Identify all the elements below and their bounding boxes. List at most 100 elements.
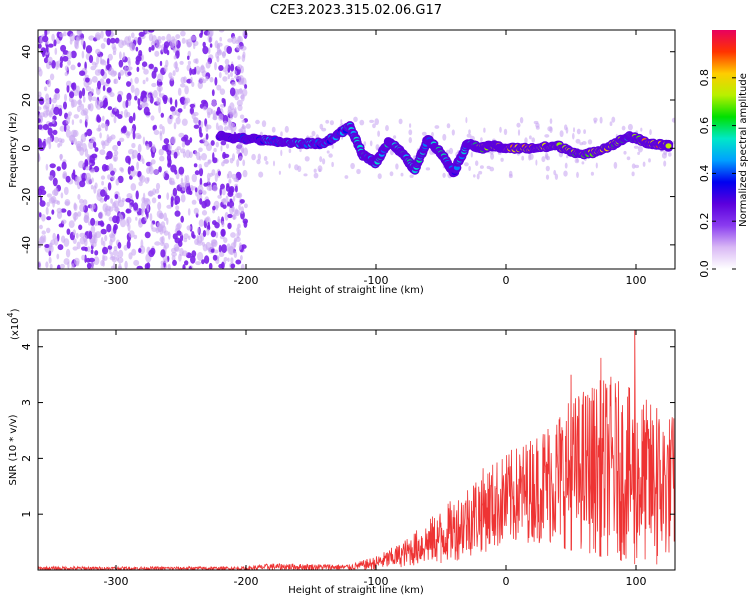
noise-speckle (113, 150, 119, 156)
noise-speckle (106, 78, 111, 84)
noise-speckle (201, 79, 207, 84)
noise-speckle (611, 116, 616, 123)
noise-speckle (99, 197, 105, 203)
noise-speckle (169, 76, 175, 81)
noise-speckle (236, 99, 243, 107)
noise-speckle (668, 152, 672, 157)
noise-speckle (194, 66, 197, 75)
noise-speckle (117, 257, 124, 264)
noise-speckle (140, 239, 144, 249)
noise-speckle (579, 142, 584, 146)
noise-speckle (265, 160, 269, 165)
noise-speckle (524, 137, 528, 144)
noise-speckle (155, 182, 161, 190)
noise-speckle (99, 220, 104, 226)
noise-speckle (126, 240, 131, 249)
noise-speckle (114, 193, 119, 200)
colorbar: 0.0 0.2 0.4 0.6 0.8 Normalized spectral ampl… (698, 30, 749, 278)
noise-speckle (528, 153, 532, 161)
noise-speckle (118, 249, 124, 258)
noise-speckle (572, 132, 575, 140)
x-tick-label: -300 (104, 274, 129, 287)
noise-speckle (59, 263, 65, 269)
noise-speckle (137, 143, 142, 153)
noise-speckle (90, 249, 94, 255)
noise-speckle (175, 205, 180, 211)
noise-speckle (64, 65, 69, 72)
noise-speckle (190, 106, 194, 115)
y-tick-label: -20 (20, 188, 33, 206)
noise-speckle (172, 187, 178, 197)
noise-speckle (88, 140, 94, 150)
noise-speckle (70, 99, 75, 109)
noise-speckle (112, 154, 118, 162)
noise-speckle (107, 106, 113, 111)
noise-speckle (541, 156, 546, 163)
snr-series-line (38, 330, 675, 570)
noise-speckle (623, 150, 627, 155)
noise-speckle (127, 71, 132, 76)
noise-speckle (227, 257, 230, 262)
noise-speckle (224, 58, 230, 65)
noise-speckle (112, 144, 118, 152)
noise-speckle (288, 148, 292, 154)
noise-speckle (134, 76, 139, 84)
noise-speckle (133, 202, 139, 211)
noise-speckle (183, 233, 189, 240)
noise-speckle (221, 261, 225, 269)
noise-speckle (225, 195, 229, 204)
noise-speckle (190, 76, 193, 84)
noise-speckle (208, 185, 212, 191)
noise-speckle (174, 99, 178, 108)
noise-speckle (478, 170, 483, 175)
noise-speckle (544, 134, 550, 138)
noise-speckle (198, 167, 204, 177)
noise-speckle (100, 30, 104, 39)
noise-speckle (126, 216, 132, 224)
noise-speckle (240, 45, 247, 51)
noise-speckle (159, 132, 163, 141)
noise-speckle (162, 94, 168, 102)
noise-speckle (137, 36, 142, 46)
noise-speckle (93, 256, 100, 266)
noise-speckle (156, 222, 161, 228)
noise-speckle (114, 37, 120, 44)
noise-speckle (49, 263, 53, 269)
noise-speckle (425, 167, 431, 171)
noise-speckle (131, 142, 136, 149)
noise-speckle (85, 77, 90, 83)
noise-speckle (60, 138, 65, 144)
noise-speckle (81, 254, 86, 261)
noise-speckle (85, 45, 93, 54)
noise-speckle (158, 105, 162, 114)
noise-speckle (106, 87, 112, 93)
noise-speckle (119, 137, 125, 142)
noise-speckle (41, 230, 46, 235)
noise-speckle (126, 111, 131, 118)
noise-speckle (202, 106, 207, 111)
noise-speckle (46, 44, 49, 53)
noise-speckle (545, 174, 550, 180)
noise-speckle (48, 242, 52, 252)
noise-speckle (58, 223, 64, 228)
noise-speckle (137, 170, 142, 177)
noise-speckle (172, 38, 178, 47)
noise-speckle (181, 141, 186, 148)
noise-speckle (626, 156, 631, 161)
noise-speckle (322, 158, 326, 165)
colorbar-tick-label: 0.4 (698, 165, 711, 183)
noise-speckle (431, 131, 434, 138)
noise-speckle (210, 230, 217, 238)
noise-speckle (486, 165, 491, 170)
noise-speckle (112, 249, 119, 256)
noise-speckle (215, 231, 219, 239)
y-tick-label: 2 (20, 455, 33, 462)
noise-speckle (84, 159, 88, 166)
x-tick-label: 100 (626, 274, 647, 287)
noise-speckle (442, 172, 446, 178)
noise-speckle (218, 72, 222, 79)
noise-speckle (204, 217, 210, 222)
noise-speckle (126, 81, 132, 87)
noise-speckle (54, 47, 58, 56)
noise-speckle (67, 59, 71, 66)
